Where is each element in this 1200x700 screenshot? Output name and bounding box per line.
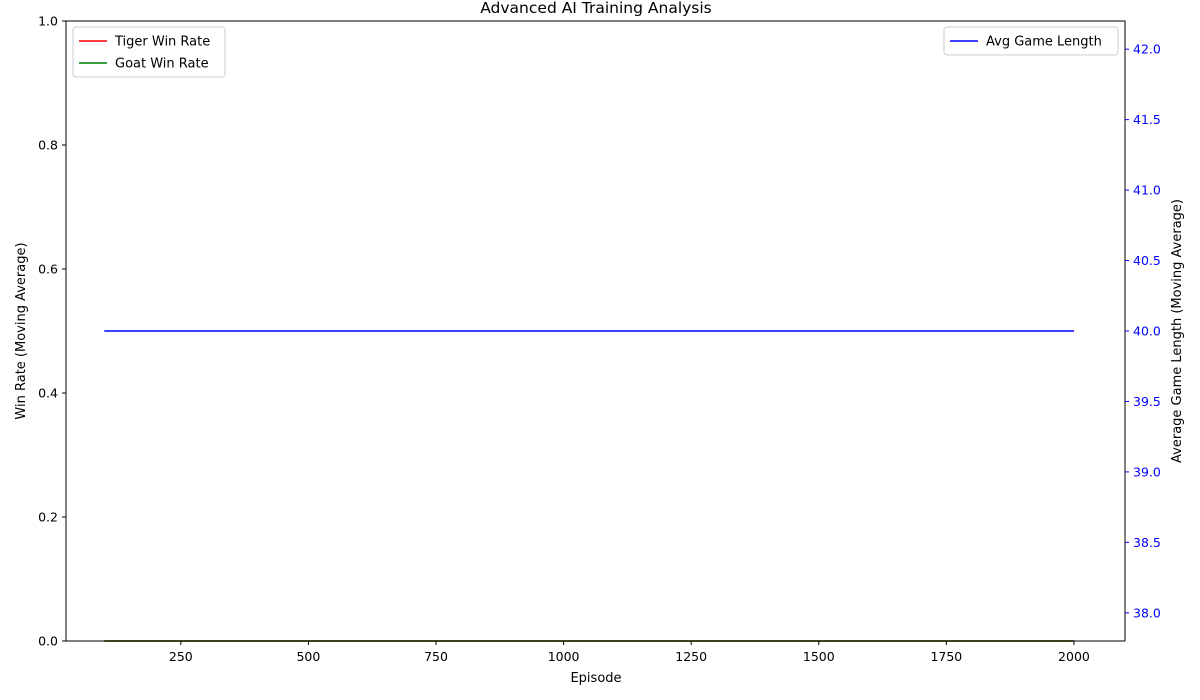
y-right-tick-label: 42.0 (1133, 42, 1161, 57)
x-tick-label: 250 (169, 649, 193, 664)
y-right-tick-label: 38.5 (1133, 535, 1161, 550)
y-right-tick-label: 39.0 (1133, 464, 1161, 479)
legend-label: Avg Game Length (986, 35, 1102, 50)
y-axis-left-label: Win Rate (Moving Average) (14, 242, 29, 419)
axes: 250 500 750 1000 1250 1500 1750 2000 0.0 0.2 0.4 0.… (38, 14, 1161, 665)
y-left-tick-label: 1.0 (38, 14, 58, 29)
legend-label: Goat Win Rate (115, 57, 209, 72)
y-right-tick-label: 41.5 (1133, 112, 1161, 127)
legend-box (943, 26, 1119, 56)
y-left-tick-label: 0.0 (38, 634, 58, 649)
legend-label: Tiger Win Rate (114, 35, 210, 50)
legend-top-left: Tiger Win Rate Goat Win Rate (72, 26, 226, 78)
y-left-tick-label: 0.4 (38, 386, 58, 401)
x-tick-label: 1750 (930, 649, 962, 664)
y-right-tick-label: 40.0 (1133, 324, 1161, 339)
x-tick-label: 1500 (803, 649, 835, 664)
chart-title: Advanced AI Training Analysis (480, 0, 712, 17)
y-left-tick-label: 0.2 (38, 510, 58, 525)
x-tick-label: 1000 (548, 649, 580, 664)
x-tick-label: 2000 (1058, 649, 1090, 664)
x-tick-label: 750 (424, 649, 448, 664)
y-right-tick-label: 39.5 (1133, 394, 1161, 409)
legend-box (72, 26, 226, 78)
x-tick-label: 500 (296, 649, 320, 664)
legends: Tiger Win Rate Goat Win Rate Avg Game Leng… (72, 26, 1119, 78)
legend-top-right: Avg Game Length (943, 26, 1119, 56)
y-right-tick-label: 40.5 (1133, 253, 1161, 268)
y-right-tick-label: 41.0 (1133, 183, 1161, 198)
x-axis-label: Episode (570, 671, 621, 686)
y-axis-right-label: Average Game Length (Moving Average) (1170, 199, 1185, 463)
x-tick-label: 1250 (675, 649, 707, 664)
y-right-tick-label: 38.0 (1133, 605, 1161, 620)
y-left-tick-label: 0.8 (38, 138, 58, 153)
y-left-tick-label: 0.6 (38, 262, 58, 277)
